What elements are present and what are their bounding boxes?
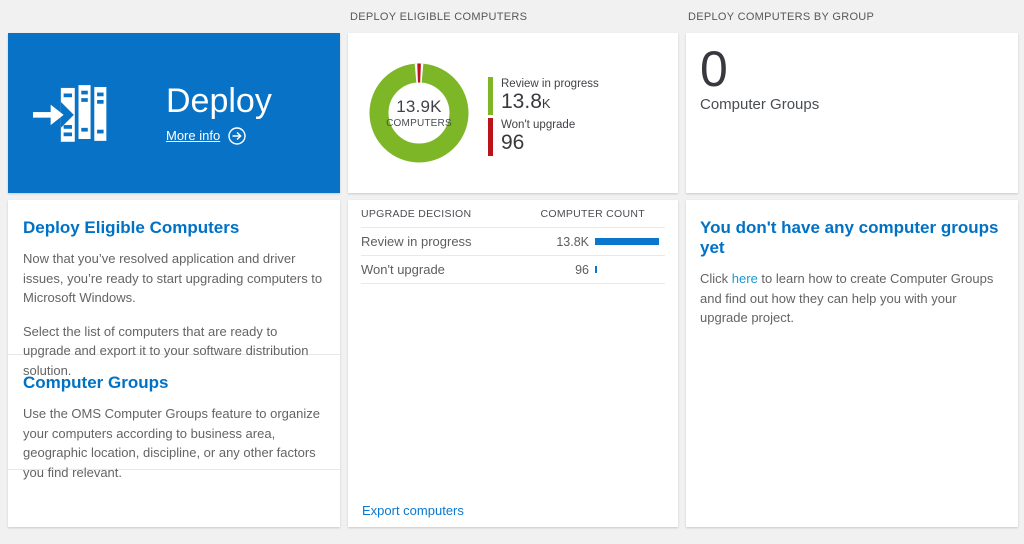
- deploy-info-card: Deploy Eligible Computers Now that you’v…: [8, 200, 340, 527]
- deploy-tile-text: Deploy More info: [166, 82, 272, 145]
- count-bar: [595, 238, 659, 245]
- upgrade-decision-cell[interactable]: Won't upgrade: [361, 262, 537, 277]
- here-link[interactable]: here: [732, 271, 758, 286]
- table-row-review-in-progress[interactable]: Review in progress 13.8K: [361, 228, 665, 256]
- no-computer-groups-card: You don't have any computer groups yet C…: [686, 200, 1018, 527]
- deploy-icon: [33, 80, 111, 146]
- computer-count-cell: 96: [537, 263, 589, 277]
- section-heading-computer-groups: Computer Groups: [23, 373, 324, 393]
- deploy-dashboard: Deploy More info Deploy Eligible Compute…: [0, 0, 1024, 527]
- count-bar-area: [595, 266, 665, 273]
- legend-item-review-in-progress: Review in progress 13.8K: [488, 77, 599, 115]
- chart-legend: Review in progress 13.8K Won't upgrade 9…: [488, 77, 599, 159]
- upgrade-decision-cell[interactable]: Review in progress: [361, 234, 537, 249]
- legend-swatch-red: [488, 118, 493, 156]
- legend-swatch-green: [488, 77, 493, 115]
- section-deploy-eligible-computers: Deploy Eligible Computers Now that you’v…: [8, 200, 340, 355]
- section-computer-groups: Computer Groups Use the OMS Computer Gro…: [8, 355, 340, 470]
- table-row-wont-upgrade[interactable]: Won't upgrade 96: [361, 256, 665, 284]
- eligible-computers-chart-card: 13.9K COMPUTERS Review in progress 13.8K…: [348, 33, 678, 193]
- table-empty-space: [348, 284, 678, 503]
- count-bar: [595, 266, 597, 273]
- column-deploy-eligible-computers: DEPLOY ELIGIBLE COMPUTERS 13.9K COMPUTER…: [348, 0, 678, 527]
- column-header-upgrade-decision: UPGRADE DECISION: [361, 208, 540, 220]
- more-info-link[interactable]: More info: [166, 128, 220, 143]
- deploy-tile-title: Deploy: [166, 82, 272, 120]
- legend-item-wont-upgrade: Won't upgrade 96: [488, 118, 599, 156]
- legend-label: Won't upgrade: [501, 118, 575, 132]
- table-header-row: UPGRADE DECISION COMPUTER COUNT: [361, 200, 665, 228]
- column-header-left: [8, 0, 340, 33]
- count-bar-area: [595, 238, 665, 245]
- export-computers-link[interactable]: Export computers: [362, 503, 464, 518]
- no-groups-text: Click here to learn how to create Comput…: [700, 269, 1002, 328]
- legend-label: Review in progress: [501, 77, 599, 91]
- computer-groups-count-label: Computer Groups: [700, 96, 1004, 113]
- section-paragraph: Now that you’ve resolved application and…: [23, 249, 324, 308]
- computer-count-cell: 13.8K: [537, 235, 589, 249]
- computer-groups-count: 0: [700, 43, 1004, 95]
- column-header-deploy-computers-by-group: DEPLOY COMPUTERS BY GROUP: [686, 0, 1018, 33]
- column-header-computer-count: COMPUTER COUNT: [540, 208, 665, 220]
- computers-donut-chart[interactable]: 13.9K COMPUTERS: [369, 63, 469, 163]
- arrow-circle-right-icon[interactable]: [228, 127, 246, 145]
- deploy-tile[interactable]: Deploy More info: [8, 33, 340, 193]
- column-deploy-overview: Deploy More info Deploy Eligible Compute…: [8, 0, 340, 527]
- section-empty: [8, 470, 340, 527]
- legend-value: 13.8K: [501, 91, 599, 115]
- upgrade-decision-table-card: UPGRADE DECISION COMPUTER COUNT Review i…: [348, 200, 678, 527]
- column-header-deploy-eligible-computers: DEPLOY ELIGIBLE COMPUTERS: [348, 0, 678, 33]
- column-deploy-computers-by-group: DEPLOY COMPUTERS BY GROUP 0 Computer Gro…: [686, 0, 1018, 527]
- no-groups-heading: You don't have any computer groups yet: [700, 218, 1002, 258]
- section-heading-deploy-eligible: Deploy Eligible Computers: [23, 218, 324, 238]
- computer-groups-count-card[interactable]: 0 Computer Groups: [686, 33, 1018, 193]
- legend-value: 96: [501, 132, 575, 156]
